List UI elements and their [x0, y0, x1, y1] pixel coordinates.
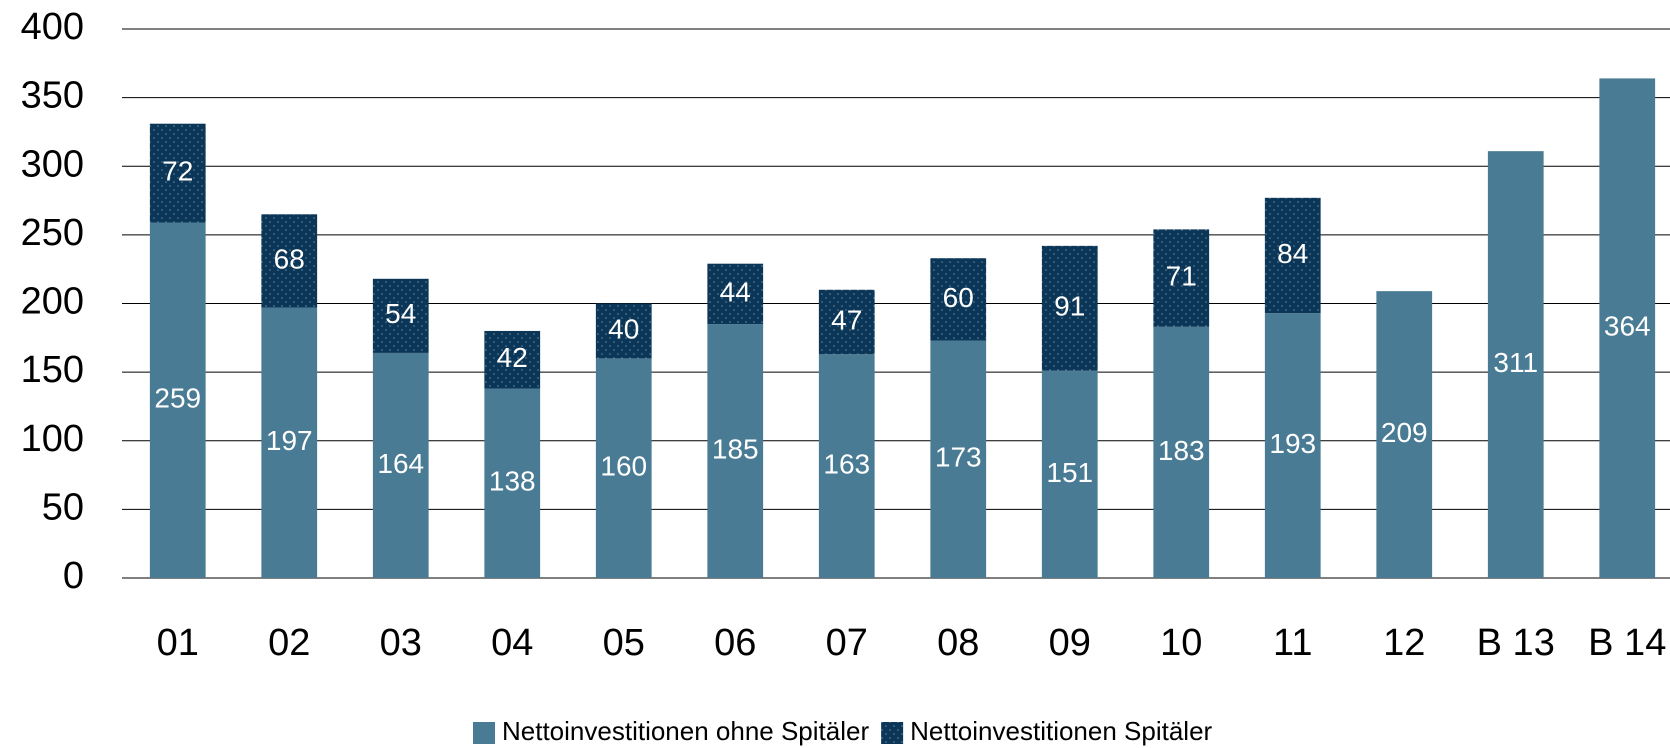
x-tick-label: B 14 [1588, 622, 1666, 664]
y-tick-label: 400 [21, 6, 84, 48]
x-tick-label: 12 [1383, 622, 1425, 664]
bar-segment [818, 289, 875, 355]
x-tick-label: 01 [157, 622, 199, 664]
y-tick-label: 350 [21, 75, 84, 117]
bar-segment [1041, 245, 1098, 371]
bar-segment [484, 388, 541, 578]
y-tick-label: 50 [42, 486, 84, 528]
data-label: 259 [154, 383, 201, 414]
y-tick-label: 150 [21, 349, 84, 391]
bar-segment [1487, 151, 1544, 578]
bar-segment [1376, 291, 1433, 578]
data-label: 183 [1158, 435, 1205, 466]
bar-segment [930, 340, 987, 578]
y-tick-label: 0 [63, 555, 84, 597]
bar-segment [930, 258, 987, 341]
data-label: 68 [274, 243, 305, 274]
bar-segment [149, 123, 206, 223]
data-label: 138 [489, 466, 536, 497]
x-tick-label: 06 [714, 622, 756, 664]
bar-segment [1153, 326, 1210, 578]
y-tick-label: 100 [21, 418, 84, 460]
x-tick-label: 02 [268, 622, 310, 664]
data-label: 91 [1054, 291, 1085, 322]
x-tick-label: 09 [1049, 622, 1091, 664]
data-label: 44 [720, 276, 751, 307]
data-label: 151 [1046, 457, 1093, 488]
x-tick-label: 03 [380, 622, 422, 664]
y-tick-label: 300 [21, 143, 84, 185]
bar-segment [1264, 197, 1321, 314]
bar-segment [707, 324, 764, 578]
y-tick-label: 200 [21, 281, 84, 323]
bar-segment [707, 263, 764, 325]
x-tick-label: 08 [937, 622, 979, 664]
bar-segment [372, 352, 429, 578]
bar-segment [372, 278, 429, 353]
data-label: 60 [943, 282, 974, 313]
data-label: 40 [608, 313, 639, 344]
bar-segment [1041, 370, 1098, 578]
bar-segment [1599, 78, 1656, 578]
data-label: 364 [1604, 311, 1651, 342]
data-label: 71 [1166, 260, 1197, 291]
data-label: 164 [377, 448, 424, 479]
bar-segment [818, 354, 875, 578]
x-tick-label: 10 [1160, 622, 1202, 664]
data-label: 72 [162, 156, 193, 187]
data-label: 84 [1277, 238, 1308, 269]
legend-swatch [473, 722, 495, 744]
data-label: 311 [1493, 347, 1538, 378]
data-label: 42 [497, 342, 528, 373]
x-tick-label: 04 [491, 622, 533, 664]
x-tick-label: B 13 [1477, 622, 1555, 664]
data-label: 197 [266, 425, 313, 456]
x-tick-label: 05 [603, 622, 645, 664]
bar-segment [595, 358, 652, 578]
bar-segment [1153, 229, 1210, 327]
x-tick-label: 11 [1273, 622, 1312, 664]
data-label: 47 [831, 304, 862, 335]
data-label: 173 [935, 442, 982, 473]
bar-segment [595, 303, 652, 359]
bar-segment [261, 307, 318, 578]
legend-label: Nettoinvestitionen Spitäler [910, 716, 1212, 746]
data-label: 163 [823, 449, 870, 480]
data-label: 160 [600, 451, 647, 482]
bar-segment [149, 222, 206, 578]
legend-label: Nettoinvestitionen ohne Spitäler [502, 716, 869, 746]
bar-segment [261, 214, 318, 308]
data-label: 54 [385, 298, 416, 329]
data-label: 185 [712, 433, 759, 464]
legend-swatch [881, 722, 904, 744]
bar-segment [484, 330, 541, 389]
data-label: 209 [1381, 417, 1428, 448]
x-tick-label: 07 [826, 622, 868, 664]
y-tick-label: 250 [21, 212, 84, 254]
bar-segment [1264, 313, 1321, 578]
data-label: 193 [1269, 428, 1316, 459]
